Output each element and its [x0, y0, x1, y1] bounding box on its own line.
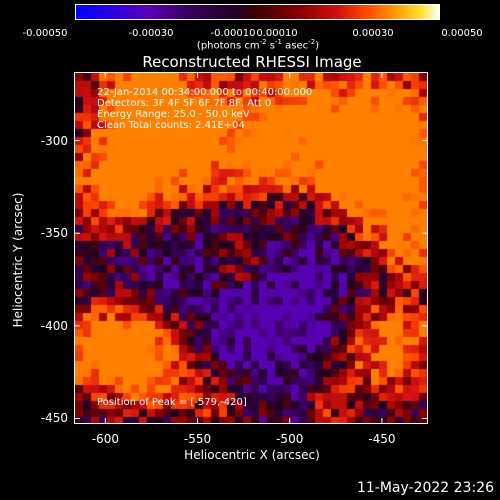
heatmap-image	[75, 73, 427, 423]
info-energy-range: Energy Range: 25.0 - 50.0 keV	[97, 109, 250, 120]
colorbar-tick: 0.00050	[441, 28, 483, 39]
x-tick-label: -450	[368, 432, 396, 446]
plot-area: 22-Jan-2014 00:34:00.000 to 00:40:00.000…	[74, 72, 428, 424]
colorbar-tick: 0.00030	[352, 28, 394, 39]
chart-title: Reconstructed RHESSI Image	[142, 53, 362, 71]
info-detectors: Detectors: 3F 4F 5F 6F 7F 8F, Att 0	[97, 98, 272, 109]
colorbar-tick: 0.00010	[256, 28, 298, 39]
peak-position: Position of Peak = [-579,-420]	[97, 397, 247, 408]
y-axis-label: Heliocentric Y (arcsec)	[11, 192, 25, 328]
colorbar	[75, 4, 440, 20]
x-axis-label: Heliocentric X (arcsec)	[184, 448, 320, 462]
x-tick-label: -550	[183, 432, 212, 446]
info-time-range: 22-Jan-2014 00:34:00.000 to 00:40:00.000	[97, 87, 313, 98]
colorbar-tick: -0.00010	[210, 28, 256, 39]
colorbar-tick: -0.00030	[128, 28, 174, 39]
info-total-counts: Clean Total counts: 2.41E+04	[97, 120, 245, 131]
colorbar-unit: (photons cm-2 s-1 asec-2)	[196, 38, 320, 52]
x-tick-label: -600	[91, 432, 119, 446]
y-tick-label: -450	[40, 411, 68, 426]
y-tick-label: -350	[40, 226, 68, 241]
x-tick-label: -500	[276, 432, 304, 446]
y-tick-label: -400	[40, 318, 68, 333]
y-tick-label: -300	[40, 133, 68, 148]
timestamp: 11-May-2022 23:26	[356, 480, 494, 496]
colorbar-tick: -0.00050	[22, 28, 68, 39]
